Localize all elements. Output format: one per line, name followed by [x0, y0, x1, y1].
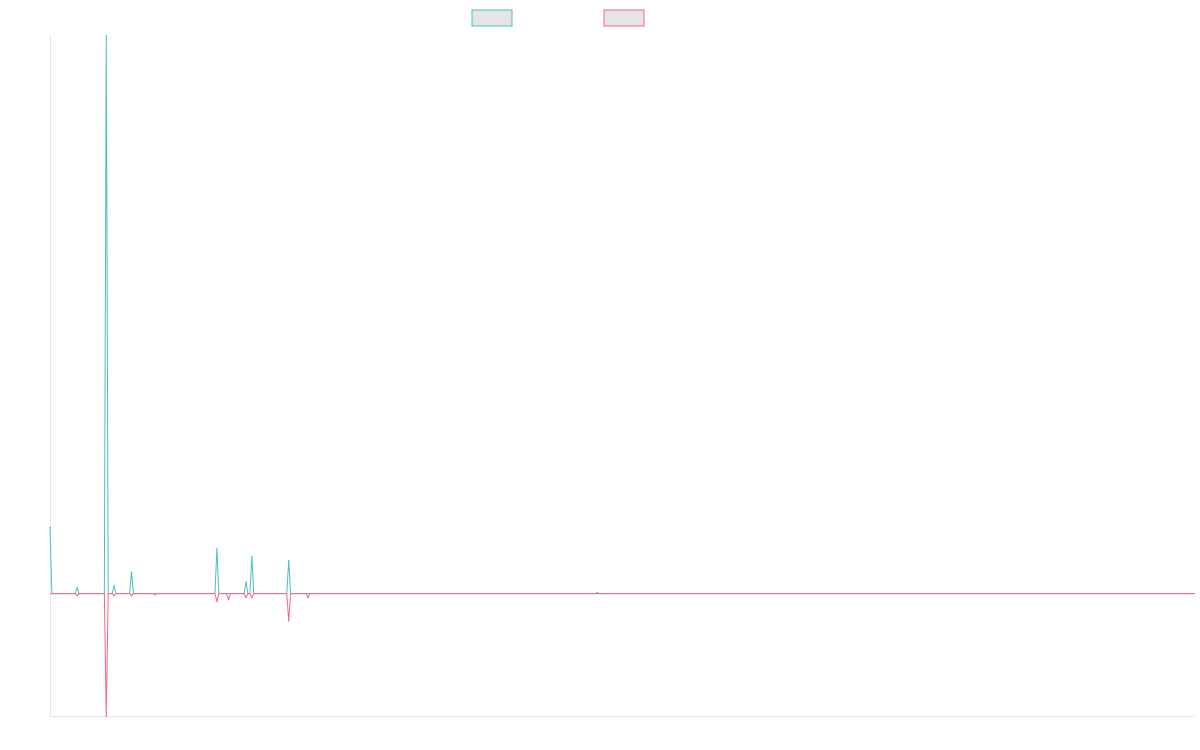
data-point-series-1-4[interactable]: [154, 593, 156, 596]
axes: [50, 36, 1195, 717]
data-point-series-1-1[interactable]: [105, 715, 108, 717]
data-point-series-1-2[interactable]: [113, 594, 115, 597]
data-point-series-1-6[interactable]: [227, 598, 230, 601]
data-point-series-0-5[interactable]: [216, 548, 218, 550]
legend-swatch-series-1[interactable]: [603, 9, 645, 27]
data-point-series-1-5[interactable]: [216, 600, 218, 603]
data-point-series-0-9[interactable]: [596, 591, 599, 594]
data-point-series-1-7[interactable]: [245, 596, 247, 599]
series-line-0: [49, 35, 1195, 595]
data-point-series-0-4[interactable]: [130, 571, 133, 574]
data-point-series-0-8[interactable]: [287, 559, 290, 562]
data-point-series-0-2[interactable]: [105, 35, 108, 37]
data-point-series-1-10[interactable]: [307, 596, 309, 599]
data-point-series-1-9[interactable]: [287, 620, 290, 622]
data-point-series-1-3[interactable]: [130, 594, 133, 597]
data-point-series-1-8[interactable]: [251, 596, 253, 599]
data-point-series-0-1[interactable]: [76, 586, 78, 589]
legend-swatch-series-0[interactable]: [471, 9, 513, 27]
data-point-series-0-0[interactable]: [49, 526, 51, 529]
data-point-series-0-7[interactable]: [251, 555, 253, 558]
legend[interactable]: [471, 9, 645, 27]
series-layer: [49, 35, 1195, 717]
data-point-series-0-3[interactable]: [113, 585, 115, 587]
series-line-1: [50, 593, 1195, 717]
data-point-series-0-6[interactable]: [245, 581, 247, 583]
data-point-series-1-0[interactable]: [76, 594, 78, 597]
